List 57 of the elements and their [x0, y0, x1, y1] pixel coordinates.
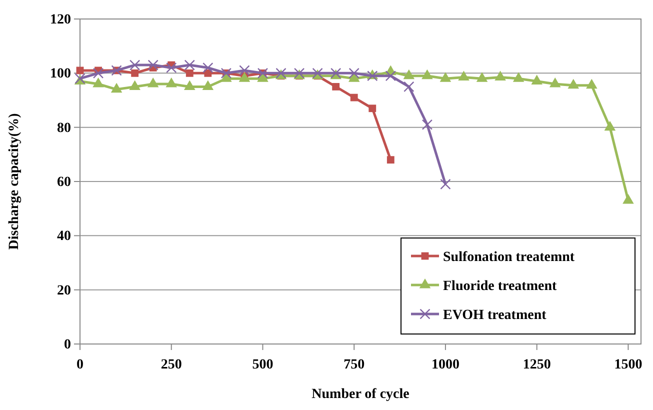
- point: [350, 94, 358, 102]
- y-tick-label: 60: [57, 174, 71, 190]
- point: [186, 69, 194, 77]
- y-axis-title: Discharge capacity(%): [7, 112, 22, 250]
- point: [512, 72, 524, 82]
- point: [92, 68, 104, 78]
- point: [166, 77, 178, 88]
- x-tick-label: 250: [160, 357, 182, 372]
- point: [131, 69, 139, 77]
- point: [586, 78, 598, 89]
- point: [549, 77, 561, 88]
- point: [386, 156, 394, 164]
- x-axis-title: Number of cycle: [312, 387, 410, 402]
- point: [184, 60, 195, 70]
- y-tick-label: 0: [64, 337, 71, 352]
- point: [404, 81, 414, 92]
- point: [184, 80, 196, 90]
- x-tick-label: 1250: [522, 357, 551, 372]
- point: [440, 178, 451, 190]
- point: [476, 72, 488, 82]
- point: [440, 72, 452, 82]
- point: [368, 104, 376, 112]
- point: [332, 83, 340, 90]
- point: [166, 62, 177, 74]
- point: [604, 120, 616, 131]
- x-tick-label: 0: [76, 357, 84, 372]
- x-tick-label: 750: [344, 357, 365, 372]
- point: [129, 60, 140, 70]
- point: [458, 70, 470, 80]
- x-tick-label: 1500: [614, 357, 642, 372]
- point: [92, 77, 104, 88]
- point: [385, 70, 396, 82]
- point: [129, 80, 140, 90]
- legend-label: Sulfonation treatemnt: [443, 250, 575, 265]
- legend-label: Fluoride treatment: [443, 279, 557, 294]
- point: [494, 70, 506, 80]
- point: [348, 68, 360, 78]
- x-tick-label: 1000: [431, 357, 460, 372]
- point: [422, 119, 433, 130]
- y-tick-label: 80: [57, 120, 71, 136]
- point: [239, 65, 250, 76]
- y-tick-label: 120: [50, 12, 71, 28]
- point: [622, 194, 634, 204]
- y-tick-label: 100: [50, 66, 71, 82]
- point: [403, 69, 415, 80]
- point: [568, 78, 580, 89]
- point: [110, 82, 122, 93]
- point: [147, 77, 159, 88]
- point: [202, 80, 214, 90]
- y-tick-label: 20: [57, 283, 71, 298]
- point: [422, 69, 433, 80]
- legend-label: EVOH treatment: [443, 308, 547, 323]
- y-tick-label: 40: [57, 229, 71, 244]
- point: [531, 74, 542, 85]
- x-tick-label: 500: [252, 357, 274, 372]
- point: [148, 60, 158, 70]
- point: [202, 62, 214, 74]
